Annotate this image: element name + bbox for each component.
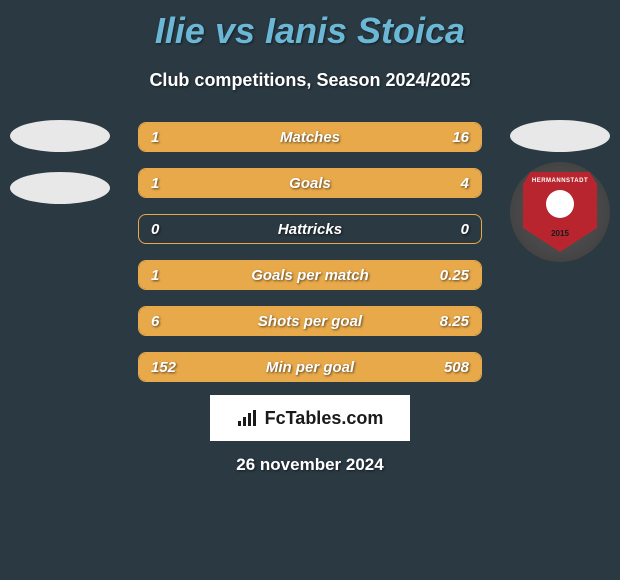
stat-row: 152Min per goal508 (138, 352, 482, 382)
stat-label: Goals (139, 175, 481, 192)
player-left-avatar-group (10, 120, 110, 224)
stat-label: Goals per match (139, 267, 481, 284)
stats-container: 1Matches16 1Goals4 0Hattricks0 1Goals per m… (138, 122, 482, 398)
branding-text: FcTables.com (265, 408, 384, 429)
player-left-ellipse-2 (10, 172, 110, 204)
stat-label: Min per goal (139, 359, 481, 376)
stat-row: 6Shots per goal8.25 (138, 306, 482, 336)
stat-row: 1Goals per match0.25 (138, 260, 482, 290)
stat-row: 0Hattricks0 (138, 214, 482, 244)
player-right-ellipse (510, 120, 610, 152)
comparison-title: Ilie vs Ianis Stoica (0, 0, 620, 52)
player-right-avatar-group: HERMANNSTADT 2015 (510, 120, 610, 262)
player-left-ellipse-1 (10, 120, 110, 152)
stat-label: Shots per goal (139, 313, 481, 330)
stat-value-right: 0 (461, 221, 469, 238)
club-shield-ball (546, 190, 574, 218)
stat-value-right: 8.25 (440, 313, 469, 330)
comparison-subtitle: Club competitions, Season 2024/2025 (0, 70, 620, 91)
stat-value-right: 0.25 (440, 267, 469, 284)
branding-chart-icon (237, 409, 259, 427)
club-shield: HERMANNSTADT 2015 (523, 172, 597, 252)
club-shield-name: HERMANNSTADT (523, 178, 597, 184)
club-logo: HERMANNSTADT 2015 (510, 162, 610, 262)
stat-value-right: 16 (452, 129, 469, 146)
stat-row: 1Matches16 (138, 122, 482, 152)
stat-row: 1Goals4 (138, 168, 482, 198)
club-shield-year: 2015 (523, 229, 597, 238)
stat-value-right: 4 (461, 175, 469, 192)
stat-label: Matches (139, 129, 481, 146)
branding-badge: FcTables.com (210, 395, 410, 441)
stat-label: Hattricks (139, 221, 481, 238)
stat-value-right: 508 (444, 359, 469, 376)
comparison-date: 26 november 2024 (0, 455, 620, 475)
